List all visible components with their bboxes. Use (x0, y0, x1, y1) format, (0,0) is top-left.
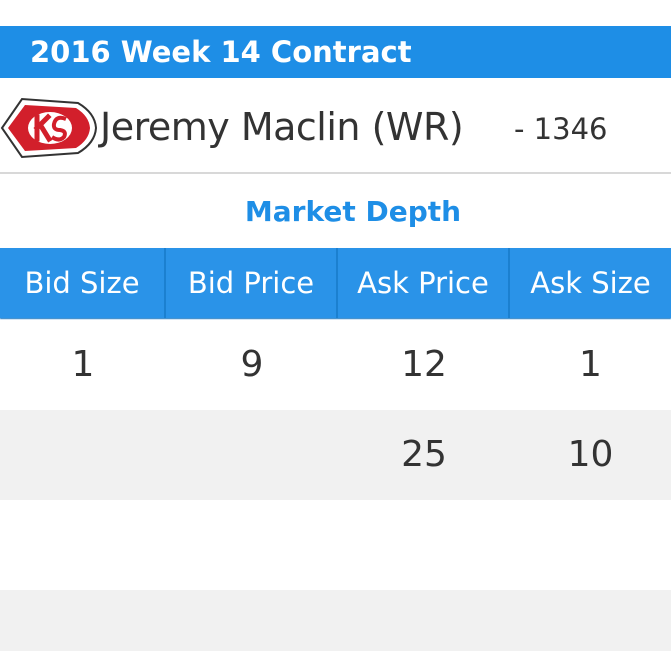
table-row[interactable] (0, 500, 671, 590)
ask-size-cell: 10 (567, 434, 614, 475)
ask-size-cell (510, 500, 671, 590)
bid-size-cell (0, 410, 166, 500)
ask-price-cell (338, 590, 510, 651)
bid-price-cell (166, 500, 338, 590)
chiefs-arrowhead-icon (0, 97, 98, 159)
bid-price-cell: 9 (240, 344, 264, 385)
bid-size-cell (0, 590, 166, 651)
market-depth-header: Bid Size Bid Price Ask Price Ask Size (0, 248, 671, 318)
ask-size-cell: 1 (579, 344, 602, 385)
contract-title: 2016 Week 14 Contract (30, 35, 412, 69)
table-row[interactable]: 1 9 12 1 (0, 320, 671, 410)
ask-price-cell (338, 500, 510, 590)
bid-price-cell (166, 590, 338, 651)
player-name[interactable]: Jeremy Maclin (WR) (100, 105, 464, 149)
ask-price-cell: 25 (401, 434, 447, 475)
ask-price-cell: 12 (401, 344, 447, 385)
bid-size-cell: 1 (71, 344, 95, 385)
contract-title-bar (0, 26, 671, 78)
table-row[interactable] (0, 590, 671, 651)
column-header-bid-size[interactable]: Bid Size (0, 248, 166, 318)
player-row (0, 80, 671, 174)
column-header-bid-price[interactable]: Bid Price (166, 248, 338, 318)
bid-size-cell (0, 500, 166, 590)
column-header-ask-price[interactable]: Ask Price (338, 248, 510, 318)
market-depth-title: Market Depth (244, 195, 462, 228)
table-row[interactable]: 25 10 (0, 410, 671, 500)
player-id: - 1346 (514, 112, 608, 146)
ask-size-cell (510, 590, 671, 651)
bid-price-cell (166, 410, 338, 500)
column-header-ask-size[interactable]: Ask Size (530, 266, 651, 300)
